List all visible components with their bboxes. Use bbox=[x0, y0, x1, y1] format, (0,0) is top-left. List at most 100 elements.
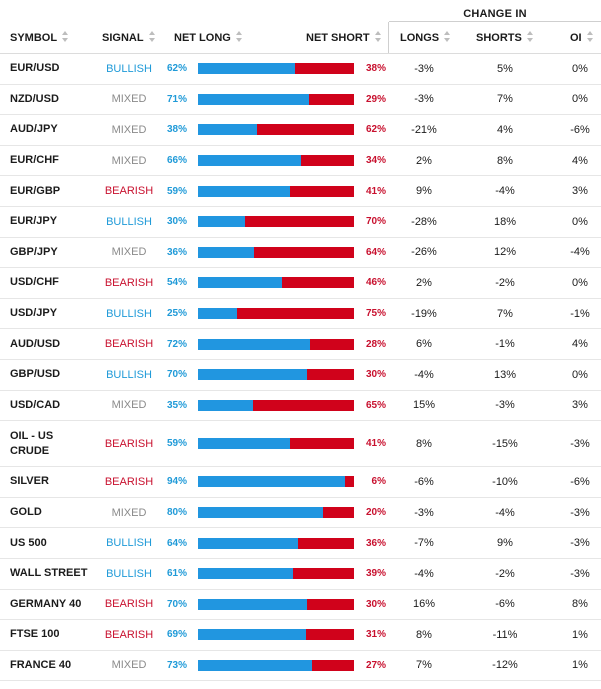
net-short-percent: 46% bbox=[365, 277, 386, 289]
change-shorts: 18% bbox=[493, 215, 517, 228]
sort-icon bbox=[526, 31, 534, 42]
change-shorts: -10% bbox=[492, 475, 518, 488]
column-header-net-short[interactable]: NET SHORT bbox=[306, 24, 382, 52]
symbol-link[interactable]: EUR/CHF bbox=[10, 154, 59, 167]
symbol-link[interactable]: NZD/USD bbox=[10, 92, 59, 105]
net-short-percent: 20% bbox=[365, 507, 386, 519]
change-longs: 2% bbox=[416, 276, 432, 289]
long-short-bar bbox=[198, 176, 354, 206]
symbol-link[interactable]: SILVER bbox=[10, 475, 49, 488]
column-header-longs-label: LONGS bbox=[400, 32, 440, 44]
net-short-percent: 31% bbox=[365, 629, 386, 641]
table-row[interactable]: GERMANY 40 BEARISH 70% 30% 16% -6% 8% bbox=[0, 590, 601, 621]
table-row[interactable]: US 500 BULLISH 64% 36% -7% 9% -3% bbox=[0, 528, 601, 559]
net-short-bar-segment bbox=[198, 277, 354, 289]
symbol-link[interactable]: USD/JPY bbox=[10, 307, 58, 320]
symbol-link[interactable]: US 500 bbox=[10, 536, 47, 549]
table-row[interactable]: AUD/JPY MIXED 38% 62% -21% 4% -6% bbox=[0, 115, 601, 146]
change-shorts: 7% bbox=[497, 307, 513, 320]
signal-label: MIXED bbox=[111, 154, 147, 167]
change-shorts: -11% bbox=[492, 628, 518, 641]
net-short-bar-segment bbox=[198, 537, 354, 549]
symbol-link[interactable]: FRANCE 40 bbox=[10, 658, 72, 671]
net-short-percent: 70% bbox=[365, 216, 386, 228]
symbol-link[interactable]: AUD/JPY bbox=[10, 123, 58, 136]
change-longs: -3% bbox=[414, 93, 434, 106]
net-short-percent: 65% bbox=[365, 399, 386, 411]
long-short-bar bbox=[198, 146, 354, 176]
sort-icon bbox=[586, 31, 594, 42]
table-row[interactable]: GOLD MIXED 80% 20% -3% -4% -3% bbox=[0, 498, 601, 529]
long-short-bar bbox=[198, 54, 354, 84]
change-longs: 2% bbox=[416, 154, 432, 167]
signal-label: BEARISH bbox=[104, 628, 154, 641]
change-shorts: 4% bbox=[497, 123, 513, 136]
table-row[interactable]: EUR/JPY BULLISH 30% 70% -28% 18% 0% bbox=[0, 207, 601, 238]
net-long-bar-segment bbox=[198, 399, 253, 411]
table-row[interactable]: USD/CHF BEARISH 54% 46% 2% -2% 0% bbox=[0, 268, 601, 299]
net-short-percent: 28% bbox=[365, 338, 386, 350]
table-row[interactable]: EUR/USD BULLISH 62% 38% -3% 5% 0% bbox=[0, 54, 601, 85]
symbol-link[interactable]: FTSE 100 bbox=[10, 628, 60, 641]
net-long-percent: 54% bbox=[166, 277, 187, 289]
long-short-bar bbox=[198, 620, 354, 650]
table-row[interactable]: FRANCE 40 MIXED 73% 27% 7% -12% 1% bbox=[0, 651, 601, 682]
net-long-bar-segment bbox=[198, 308, 237, 320]
symbol-link[interactable]: OIL - US CRUDE bbox=[10, 429, 54, 457]
signal-label: MIXED bbox=[111, 659, 147, 672]
net-long-bar-segment bbox=[198, 476, 345, 488]
symbol-link[interactable]: USD/CHF bbox=[10, 276, 59, 289]
table-row[interactable]: USD/JPY BULLISH 25% 75% -19% 7% -1% bbox=[0, 299, 601, 330]
table-row[interactable]: GBP/JPY MIXED 36% 64% -26% 12% -4% bbox=[0, 238, 601, 269]
net-long-bar-segment bbox=[198, 93, 309, 105]
table-row[interactable]: EUR/GBP BEARISH 59% 41% 9% -4% 3% bbox=[0, 176, 601, 207]
symbol-link[interactable]: EUR/USD bbox=[10, 62, 60, 75]
table-row[interactable]: WALL STREET BULLISH 61% 39% -4% -2% -3% bbox=[0, 559, 601, 590]
symbol-link[interactable]: USD/CAD bbox=[10, 398, 61, 411]
net-short-bar-segment bbox=[198, 476, 354, 488]
change-oi: 3% bbox=[572, 185, 588, 198]
symbol-link[interactable]: EUR/JPY bbox=[10, 215, 58, 228]
net-long-percent: 62% bbox=[166, 63, 187, 75]
long-short-bar bbox=[198, 421, 354, 466]
change-longs: -7% bbox=[414, 537, 434, 550]
table-row[interactable]: USD/CAD MIXED 35% 65% 15% -3% 3% bbox=[0, 391, 601, 422]
net-long-bar-segment bbox=[198, 185, 291, 197]
change-oi: -3% bbox=[570, 537, 590, 550]
table-row[interactable]: SILVER BEARISH 94% 6% -6% -10% -6% bbox=[0, 467, 601, 498]
symbol-link[interactable]: GBP/USD bbox=[10, 368, 61, 381]
net-long-bar-segment bbox=[198, 246, 255, 258]
sort-icon bbox=[444, 31, 451, 42]
change-shorts: -12% bbox=[492, 659, 518, 672]
table-row[interactable]: NZD/USD MIXED 71% 29% -3% 7% 0% bbox=[0, 85, 601, 116]
table-row[interactable]: FTSE 100 BEARISH 69% 31% 8% -11% 1% bbox=[0, 620, 601, 651]
symbol-link[interactable]: EUR/GBP bbox=[10, 184, 61, 197]
change-oi: 0% bbox=[572, 368, 588, 381]
change-oi: 4% bbox=[572, 338, 588, 351]
symbol-link[interactable]: GERMANY 40 bbox=[10, 597, 82, 610]
sort-icon bbox=[62, 31, 69, 42]
net-short-bar-segment bbox=[198, 507, 354, 519]
table-row[interactable]: AUD/USD BEARISH 72% 28% 6% -1% 4% bbox=[0, 329, 601, 360]
symbol-link[interactable]: WALL STREET bbox=[10, 567, 88, 580]
table-row[interactable]: GBP/USD BULLISH 70% 30% -4% 13% 0% bbox=[0, 360, 601, 391]
column-header-oi[interactable]: OI bbox=[570, 24, 594, 52]
column-header-symbol[interactable]: SYMBOL bbox=[10, 24, 69, 52]
net-long-percent: 38% bbox=[166, 124, 187, 136]
change-oi: 0% bbox=[572, 215, 588, 228]
signal-label: MIXED bbox=[111, 506, 147, 519]
symbol-link[interactable]: GOLD bbox=[10, 506, 42, 519]
column-header-signal[interactable]: SIGNAL bbox=[102, 24, 156, 52]
column-header-longs[interactable]: LONGS bbox=[400, 24, 451, 52]
net-short-bar-segment bbox=[198, 246, 354, 258]
symbol-link[interactable]: AUD/USD bbox=[10, 337, 61, 350]
long-short-bar bbox=[198, 391, 354, 421]
column-header-shorts[interactable]: SHORTS bbox=[476, 24, 534, 52]
column-header-net-long[interactable]: NET LONG bbox=[174, 24, 243, 52]
table-row[interactable]: OIL - US CRUDE BEARISH 59% 41% 8% -15% -3% bbox=[0, 421, 601, 468]
long-short-bar bbox=[198, 467, 354, 497]
table-row[interactable]: EUR/CHF MIXED 66% 34% 2% 8% 4% bbox=[0, 146, 601, 177]
net-long-percent: 36% bbox=[166, 246, 187, 258]
symbol-link[interactable]: GBP/JPY bbox=[10, 245, 58, 258]
net-short-percent: 36% bbox=[365, 537, 386, 549]
